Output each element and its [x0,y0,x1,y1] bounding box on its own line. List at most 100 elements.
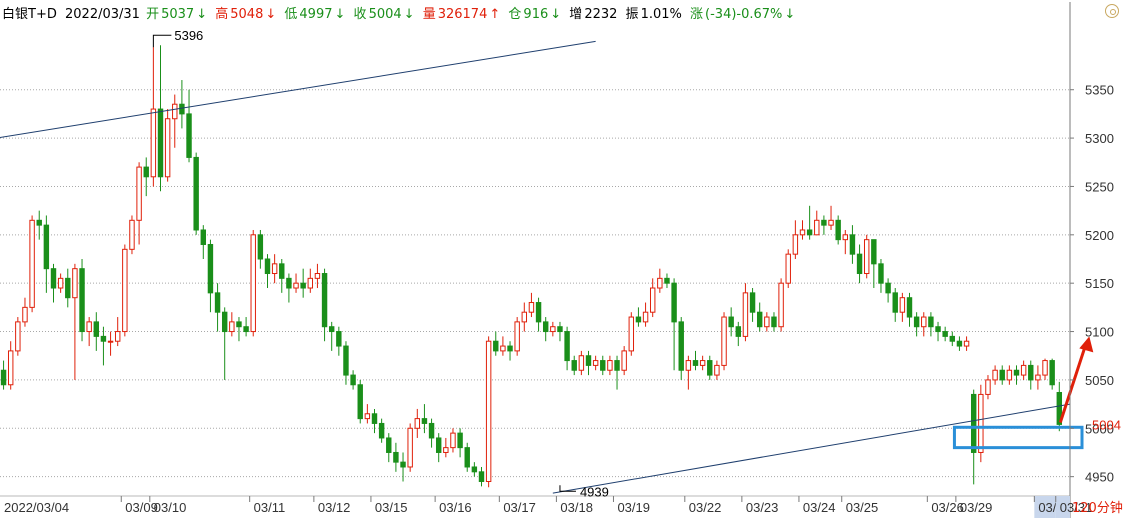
candle-body-up [1035,374,1041,381]
candle-body-up [699,360,706,366]
candle-body-up [985,379,991,395]
amplitude-value: 1.01% [640,7,682,22]
candle-body-up [550,326,556,333]
date-tick-label-0: 2022/03/04 [4,500,69,515]
candle-body-up [22,306,28,323]
candle-body-up [114,331,121,342]
candle-body-down [564,331,570,362]
candle-body-down [906,297,913,318]
date-tick-label-8: 03/18 [560,500,593,515]
candle-body-down [678,321,684,371]
candle-body-down [79,268,85,333]
candle-body-down [428,422,435,439]
candle-body-down [464,447,470,468]
candle-body-down [243,326,249,333]
candle-body-up [978,393,984,453]
y-tick-label-5300: 5300 [1085,131,1114,146]
candle-body-up [921,316,927,328]
candle-body-up [364,413,371,420]
date-tick-label-6: 03/16 [439,500,472,515]
price-gridlines [0,89,1070,497]
candle-body-up [578,355,585,371]
open-interest-value: 916 [523,7,549,22]
volume-value: 326174 [437,7,488,22]
close-arrow: ↓ [403,7,415,22]
candle-body-down [357,384,363,420]
date-tick-label-5: 03/15 [375,500,408,515]
candle-body-up [500,345,506,352]
candle-body-up [307,277,314,289]
candle-body-down [143,166,149,178]
candle-body-down [221,311,228,333]
date-tick-label-11: 03/23 [746,500,779,515]
candle-body-down [286,277,292,289]
low-arrow: ↓ [334,7,346,22]
increase-value: 2232 [584,7,618,22]
settings-gear-icon[interactable] [1105,4,1119,18]
candle-body-up [528,302,535,313]
upper-trendline [0,40,596,139]
candle-body-down [65,277,71,299]
candle-body-down [493,340,499,352]
candle-body-down [707,360,713,376]
date-tick-label-17: 03/31 [1060,500,1093,515]
y-tick-label-4950: 4950 [1085,470,1114,485]
candle-body-up [129,219,135,250]
candle-body-up [443,447,449,453]
candle-body-down [928,316,934,328]
candle-body-down [821,219,827,226]
candle-body-down [200,229,207,245]
candle-body-down [257,234,264,260]
candle-body-down [949,335,956,342]
high-label: 高 [215,7,229,22]
date-tick-label-10: 03/22 [689,500,722,515]
date-tick-label-2: 03/10 [154,500,187,515]
candle-body-up [1020,364,1027,376]
candle-body-up [628,316,635,352]
forecast-arrow-shaft [1058,348,1086,423]
candle-body-down [350,374,356,386]
candle-body-up [172,103,178,120]
candle-body-down [421,418,428,424]
candlestick-series [0,45,1063,488]
y-tick-label-5100: 5100 [1085,325,1114,340]
amplitude-label: 振 [625,7,639,22]
low-marker-line [559,485,576,492]
candle-body-up [450,432,456,449]
candle-body-down [557,326,563,333]
candle-body-up [29,219,35,308]
candle-body-down [193,156,199,231]
candle-body-up [293,282,299,289]
candle-body-up [963,340,970,347]
candle-body-up [792,234,799,255]
candle-body-down [393,451,399,463]
bar-date: 2022/03/31 [65,7,140,22]
candle-body-down [935,326,941,333]
high-marker-label: 5396 [174,28,203,43]
candle-body-down [571,360,577,371]
candle-body-up [122,248,128,333]
candle-body-down [856,253,863,275]
date-axis-highlight [1055,496,1070,518]
instrument-name: 白银T+D [2,7,57,22]
candle-body-up [1006,369,1013,381]
high-value: 5048 [230,7,264,22]
candle-body-up [785,253,791,284]
candle-body-down [471,466,478,473]
y-tick-label-5000: 5000 [1085,421,1114,436]
candle-body-up [521,311,528,323]
candle-body-down [378,422,385,439]
candle-body-down [835,219,841,241]
candle-body-down [849,234,856,255]
candle-body-up [828,219,834,226]
candle-body-down [878,263,884,284]
candle-body-down [478,471,485,482]
candle-body-down [50,268,57,289]
candle-body-down [756,311,763,328]
low-label: 低 [284,7,298,22]
candle-body-up [899,297,906,313]
candle-body-down [585,355,592,366]
candle-body-down [771,316,777,328]
candle-body-down [749,292,756,313]
